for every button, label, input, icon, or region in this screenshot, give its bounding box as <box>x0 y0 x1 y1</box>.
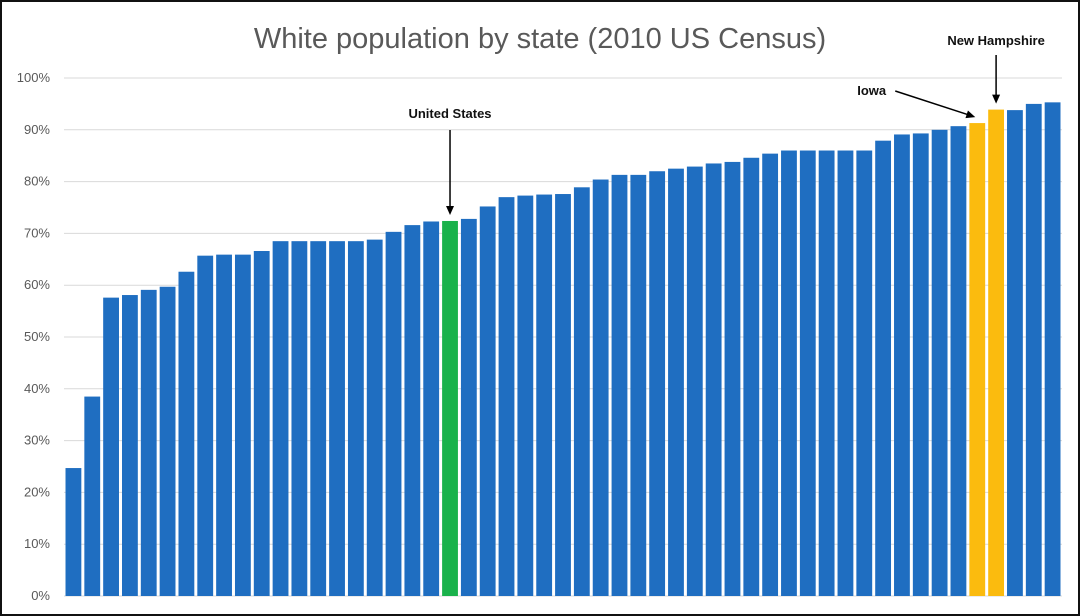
bar <box>103 297 119 596</box>
y-tick-label: 0% <box>31 588 50 603</box>
bar <box>894 134 910 596</box>
bar <box>498 197 515 596</box>
bar <box>668 168 684 596</box>
bar <box>460 218 477 596</box>
y-tick-label: 80% <box>24 174 50 189</box>
bar <box>686 166 703 596</box>
bar <box>122 295 138 596</box>
annotation-label-united-states: United States <box>408 106 491 121</box>
bar <box>969 123 986 596</box>
bar <box>705 163 722 596</box>
y-tick-label: 100% <box>17 70 51 85</box>
y-tick-label: 20% <box>24 484 50 499</box>
y-tick-label: 40% <box>24 381 50 396</box>
y-tick-label: 60% <box>24 277 50 292</box>
annotations: United States Iowa New Hampshire <box>408 33 1045 215</box>
bar <box>272 241 289 597</box>
bar <box>592 179 609 596</box>
bar <box>140 289 157 596</box>
bar <box>347 241 364 597</box>
annotation-label-iowa: Iowa <box>857 83 887 98</box>
bar <box>159 286 176 596</box>
bar <box>404 225 421 597</box>
bar <box>197 255 214 597</box>
bar <box>555 194 571 596</box>
bar <box>799 150 816 596</box>
bar <box>724 161 741 597</box>
bar <box>253 251 270 596</box>
bar <box>65 468 82 596</box>
y-tick-label: 70% <box>24 225 50 240</box>
bar <box>423 221 440 597</box>
bar <box>649 171 666 597</box>
bar <box>366 239 383 596</box>
bar <box>216 254 232 596</box>
bar <box>1025 103 1042 597</box>
bar <box>912 133 929 596</box>
annotation-arrowhead-new-hampshire <box>992 94 1001 104</box>
y-tick-label: 90% <box>24 122 50 137</box>
bar <box>762 153 779 596</box>
y-axis-ticks: 0% 10% 20% 30% 40% 50% 60% 70% 80% 90% 100% <box>17 70 51 603</box>
bar <box>950 126 967 597</box>
bar <box>234 254 251 596</box>
chart-title: White population by state (2010 US Censu… <box>254 23 826 55</box>
bar <box>781 150 797 596</box>
bar <box>743 157 760 596</box>
bar <box>84 396 101 596</box>
y-tick-label: 10% <box>24 536 50 551</box>
bar <box>291 241 308 597</box>
bar <box>178 271 195 596</box>
bar <box>818 150 835 596</box>
bar <box>329 241 345 597</box>
bar <box>573 187 590 597</box>
bar <box>1007 110 1023 597</box>
bar <box>875 140 892 596</box>
bar <box>630 174 647 596</box>
bars <box>65 102 1061 597</box>
bar <box>310 241 327 597</box>
bar <box>479 206 496 596</box>
y-tick-label: 50% <box>24 329 50 344</box>
bar <box>856 150 873 596</box>
bar <box>442 220 458 596</box>
bar <box>536 194 553 597</box>
bar <box>988 109 1005 596</box>
bar <box>1044 102 1061 596</box>
bar <box>517 195 534 596</box>
bar <box>931 129 948 597</box>
bar <box>385 231 402 596</box>
annotation-label-new-hampshire: New Hampshire <box>947 33 1045 48</box>
annotation-arrowhead-united-states <box>446 205 455 215</box>
y-tick-label: 30% <box>24 433 50 448</box>
bar <box>837 150 854 596</box>
annotation-arrow-iowa <box>895 90 968 116</box>
annotation-arrowhead-iowa <box>965 110 976 119</box>
bar <box>611 174 628 596</box>
